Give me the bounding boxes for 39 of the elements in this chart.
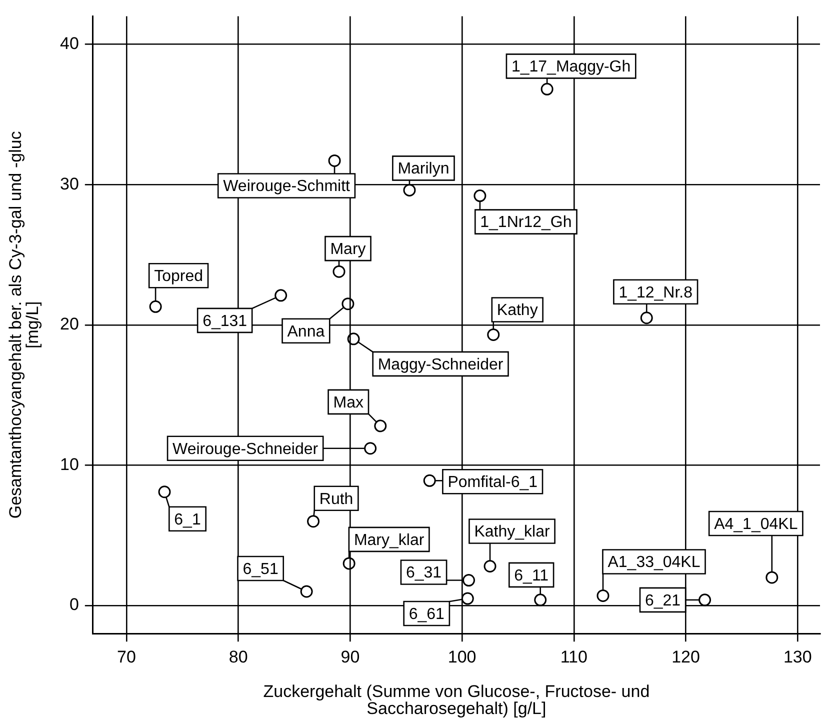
data-label: A4_1_04KL	[714, 516, 798, 533]
data-label: 1_1Nr12_Gh	[480, 214, 572, 232]
data-label: Maggy-Schneider	[378, 356, 504, 374]
data-label: 1_12_Nr.8	[618, 284, 693, 302]
data-label: 6_21	[644, 592, 681, 610]
data-label: 6_1	[174, 511, 201, 528]
data-label: 6_61	[408, 606, 445, 623]
y-tick-label: 10	[60, 454, 79, 474]
data-label: 6_31	[406, 564, 442, 582]
data-label: 6_131	[202, 312, 248, 330]
x-tick-label: 130	[783, 647, 812, 666]
data-label: Mary_klar	[354, 532, 425, 549]
data-label: Kathy_klar	[474, 524, 550, 541]
x-tick-label: 80	[228, 647, 248, 666]
x-tick-label: 70	[117, 647, 136, 666]
data-label: Pomfital-6_1	[448, 474, 538, 492]
data-label: 6_11	[514, 567, 549, 584]
data-label: Kathy	[496, 302, 538, 320]
x-tick-label: 110	[560, 647, 588, 666]
data-label: Marilyn	[398, 160, 450, 178]
data-label: Anna	[287, 323, 325, 340]
data-label: Weirouge-Schneider	[172, 440, 319, 458]
data-label: Weirouge-Schmitt	[223, 178, 351, 196]
y-axis-title: Gesamtanthocyangehalt ber. als Cy-3-gal und -gluc [mg/L]	[6, 130, 42, 519]
x-tick-label: 90	[340, 647, 360, 666]
data-label: A1_33_04KL	[608, 554, 700, 572]
data-label: Max	[333, 394, 364, 412]
x-tick-label: 100	[448, 647, 476, 666]
x-axis-title: Zuckergehalt (Summe von Glucose-, Fructose- und Saccharosegehalt) [g/L]	[263, 682, 650, 718]
data-label: Mary	[330, 240, 366, 258]
x-tick-label: 120	[672, 647, 700, 666]
data-label: Ruth	[319, 490, 354, 508]
y-tick-label: 30	[60, 174, 79, 194]
data-label: 6_51	[242, 560, 278, 578]
y-tick-label: 20	[60, 314, 79, 334]
data-label: 1_17_Maggy-Gh	[511, 58, 631, 76]
y-tick-label: 40	[60, 34, 79, 53]
y-tick-label: 0	[69, 595, 79, 614]
data-label: Topred	[154, 268, 204, 286]
